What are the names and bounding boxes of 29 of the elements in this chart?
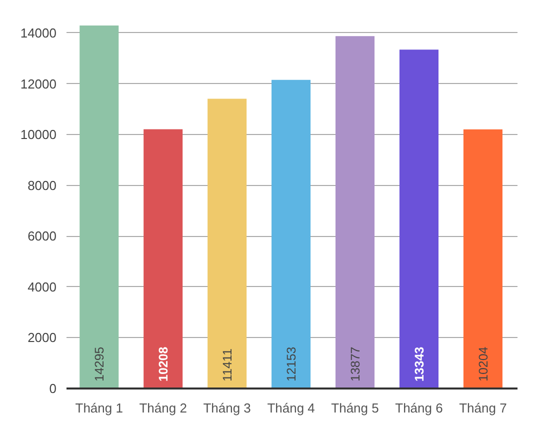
data-label: 14295 bbox=[92, 346, 107, 382]
data-label: 11411 bbox=[220, 348, 235, 382]
y-tick-label: 6000 bbox=[28, 228, 56, 244]
bar bbox=[272, 80, 311, 388]
bar bbox=[208, 98, 247, 388]
bar bbox=[336, 36, 375, 388]
x-tick-label: Tháng 1 bbox=[75, 400, 123, 416]
y-tick-label: 10000 bbox=[20, 127, 57, 142]
x-tick-label: Tháng 7 bbox=[459, 400, 507, 416]
bar bbox=[399, 50, 438, 388]
data-label: 10204 bbox=[476, 346, 490, 382]
x-tick-label: Tháng 3 bbox=[203, 400, 251, 416]
bar bbox=[80, 26, 119, 388]
x-tick-label: Tháng 2 bbox=[139, 400, 187, 416]
x-tick-label: Tháng 5 bbox=[331, 400, 379, 416]
bar bbox=[144, 129, 183, 388]
x-tick-label: Tháng 6 bbox=[395, 400, 443, 416]
y-tick-label: 8000 bbox=[28, 178, 56, 193]
data-label: 12153 bbox=[284, 346, 299, 382]
y-tick-label: 12000 bbox=[20, 76, 57, 92]
data-label: 13343 bbox=[412, 346, 426, 382]
bar bbox=[463, 129, 502, 388]
data-label: 10208 bbox=[156, 346, 171, 382]
y-tick-label: 2000 bbox=[28, 330, 56, 346]
data-label: 13877 bbox=[348, 346, 363, 382]
y-tick-label: 14000 bbox=[20, 25, 57, 40]
y-tick-label: 4000 bbox=[28, 279, 56, 294]
x-tick-label: Tháng 4 bbox=[267, 400, 315, 416]
y-tick-label: 0 bbox=[49, 381, 57, 396]
